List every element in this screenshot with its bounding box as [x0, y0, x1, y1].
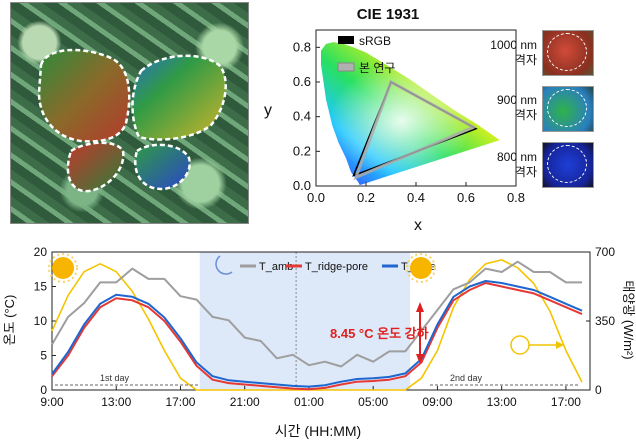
temp-ytick-label: 5 — [40, 349, 47, 363]
swatch-800-image — [542, 142, 594, 188]
sun-icon-right — [406, 253, 436, 283]
cie-xlabel: x — [414, 217, 422, 234]
series-line-T_pore — [51, 280, 583, 388]
solar-ytick-label: 700 — [595, 245, 615, 259]
series-line-태양광 — [51, 259, 583, 391]
temp-xtick-label: 13:00 — [487, 395, 517, 409]
solar-callout — [510, 335, 564, 355]
ours-triangle — [353, 79, 477, 181]
night-band — [199, 252, 411, 390]
cie-xtick-label: 0.8 — [507, 190, 525, 205]
temp-xtick-label: 17:00 — [551, 395, 581, 409]
swatch-1000-image — [542, 30, 594, 76]
temp-ylabel-right: 태양광 (W/m²) — [621, 280, 636, 359]
cie-ylabel: y — [264, 102, 272, 119]
swatch-label-900: 900 nm 격자 — [475, 93, 537, 123]
swatch-label-1000: 1000 nm 격자 — [475, 38, 537, 68]
cie-ytick-label: 0.0 — [293, 178, 311, 193]
series-line-T_amb — [51, 260, 582, 368]
temp-xtick-label: 9:00 — [40, 395, 64, 409]
legend-tamb-label: T_amb — [259, 261, 293, 273]
cie-xtick-label: 0.2 — [357, 190, 375, 205]
cie-xtick-label: 0.4 — [407, 190, 425, 205]
solar-ytick-label: 0 — [595, 383, 602, 397]
cie-title: CIE 1931 — [357, 6, 420, 23]
cie-chart: CIE 1931 0.0 0.2 0.4 0.6 0.80.00.20.40.60.8 … — [264, 6, 525, 234]
drop-annotation: 8.45 °C 온도 강하 — [330, 326, 429, 341]
legend-ours-marker — [337, 62, 355, 72]
temp-xtick-label: 13:00 — [101, 395, 131, 409]
legend-srgb-marker — [338, 36, 354, 44]
day2-label: 2nd day — [450, 373, 483, 383]
swatch-800-sub: 격자 — [514, 165, 537, 179]
cie-ytick-label: 0.2 — [293, 143, 311, 158]
lower-right-wing — [134, 143, 191, 191]
temp-xlabel: 시간 (HH:MM) — [275, 423, 361, 439]
swatch-800-nm: 800 nm — [496, 150, 537, 164]
temp-xtick-label: 17:00 — [165, 395, 195, 409]
temp-ytick-label: 15 — [34, 280, 48, 294]
temp-ytick-label: 20 — [34, 245, 48, 259]
swatch-900-nm: 900 nm — [496, 93, 537, 107]
swatch-label-800: 800 nm 격자 — [475, 150, 537, 180]
solar-ytick-label: 350 — [595, 314, 615, 328]
series-line-T_ridge-pore — [51, 282, 583, 391]
butterfly-image — [37, 48, 227, 193]
temp-ylabel-left: 온도 (°C) — [2, 295, 17, 346]
cie-ytick-label: 0.8 — [293, 39, 311, 54]
cie-xtick-label: 0.6 — [457, 190, 475, 205]
upper-left-wing — [37, 48, 131, 143]
cie-ytick-label: 0.6 — [293, 74, 311, 89]
cie-plot-area: 0.0 0.2 0.4 0.6 0.8 0.0 0.2 0.4 0.6 0.8 — [293, 29, 525, 205]
sun-icon — [48, 253, 78, 283]
cie-xtick-label: 0.0 — [307, 190, 325, 205]
legend-tridge-label: T_ridge-pore — [305, 261, 368, 273]
swatch-1000-sub: 격자 — [514, 53, 537, 67]
temperature-chart: 9:00 13:00 17:00 21:00 01:00 05:00 09:00 13:00 1… — [2, 245, 636, 439]
drop-arrow-head-up — [416, 302, 424, 312]
temp-plot-area: 9:00 13:00 17:00 21:00 01:00 05:00 09:00 13:00 1… — [34, 245, 616, 409]
swatch-1000-nm: 1000 nm — [490, 38, 537, 52]
temp-xtick-label: 21:00 — [230, 395, 260, 409]
temp-ytick-label: 10 — [34, 314, 48, 328]
cie-ytick-label: 0.4 — [293, 109, 311, 124]
temp-xtick-label: 09:00 — [422, 395, 452, 409]
drop-arrow-head-down — [416, 354, 424, 364]
moon-icon — [215, 255, 233, 275]
temp-xtick-label: 05:00 — [358, 395, 388, 409]
temp-xtick-label: 01:00 — [294, 395, 324, 409]
legend-ours-label: 본 연구 — [359, 61, 395, 75]
upper-right-wing — [131, 54, 227, 141]
lower-left-wing — [66, 141, 125, 193]
swatch-900-image — [542, 86, 594, 132]
temp-ytick-label: 0 — [40, 383, 47, 397]
legend-srgb-label: sRGB — [359, 34, 391, 48]
day1-label: 1st day — [100, 373, 130, 383]
swatch-900-sub: 격자 — [514, 108, 537, 122]
butterfly-photo — [10, 2, 249, 224]
